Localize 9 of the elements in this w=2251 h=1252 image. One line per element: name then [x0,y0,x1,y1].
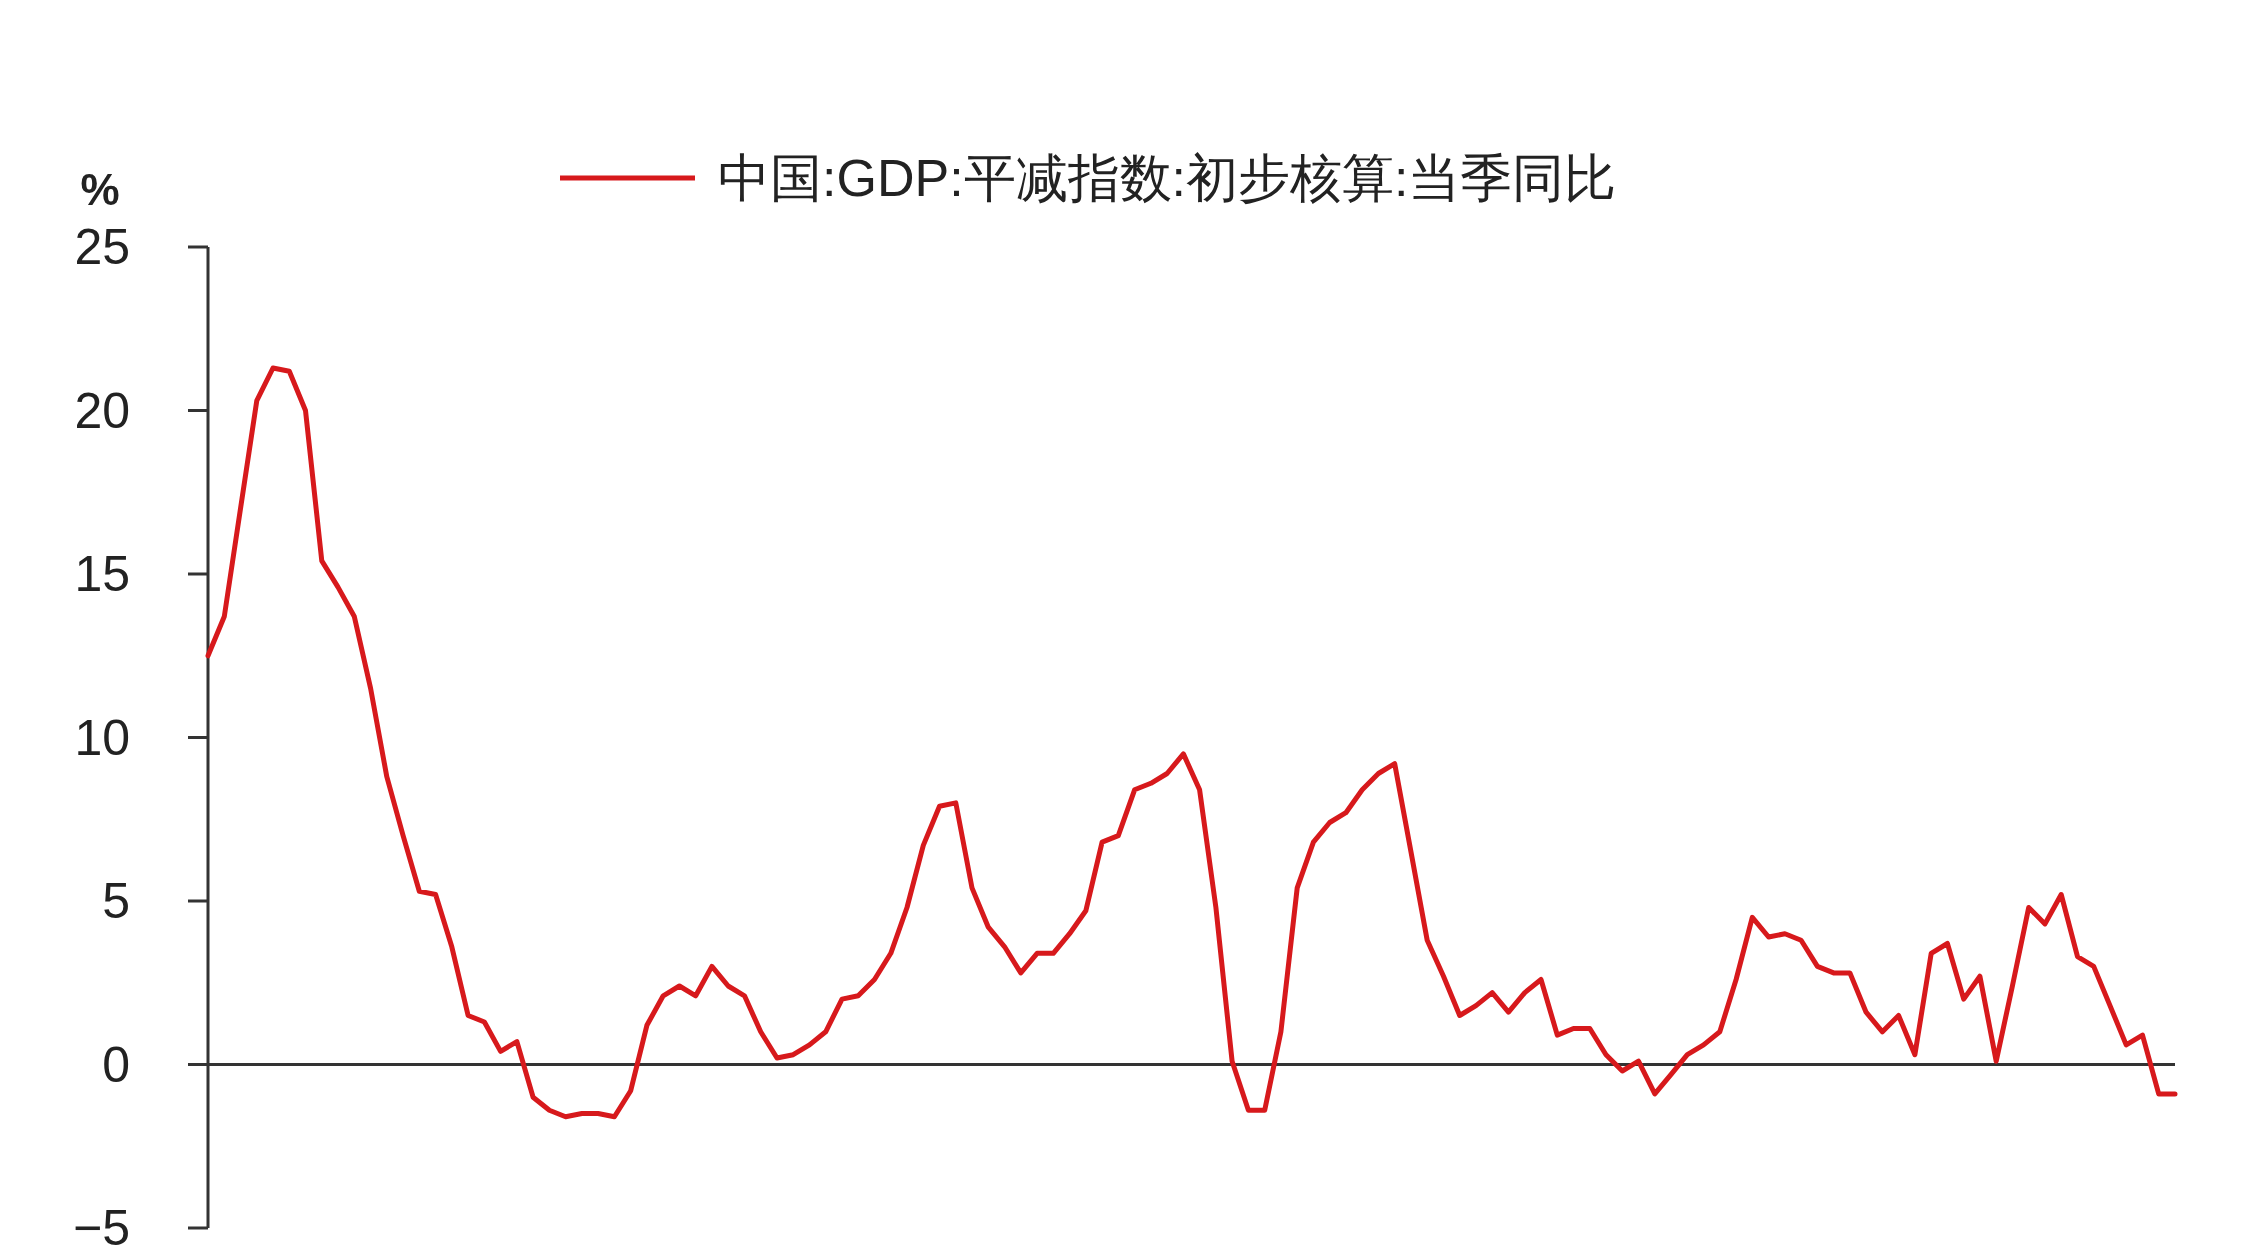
y-axis-title: % [80,165,120,214]
y-tick-label: 20 [74,382,130,439]
y-tick-label: 0 [102,1036,130,1093]
y-tick-label: 10 [74,709,130,766]
y-tick-label: 15 [74,546,130,602]
y-tick-label: 5 [102,873,130,929]
y-tick-label: −5 [72,1200,130,1252]
y-tick-label: 25 [74,219,130,275]
legend: 中国:GDP:平减指数:初步核算:当季同比 [560,149,1617,207]
